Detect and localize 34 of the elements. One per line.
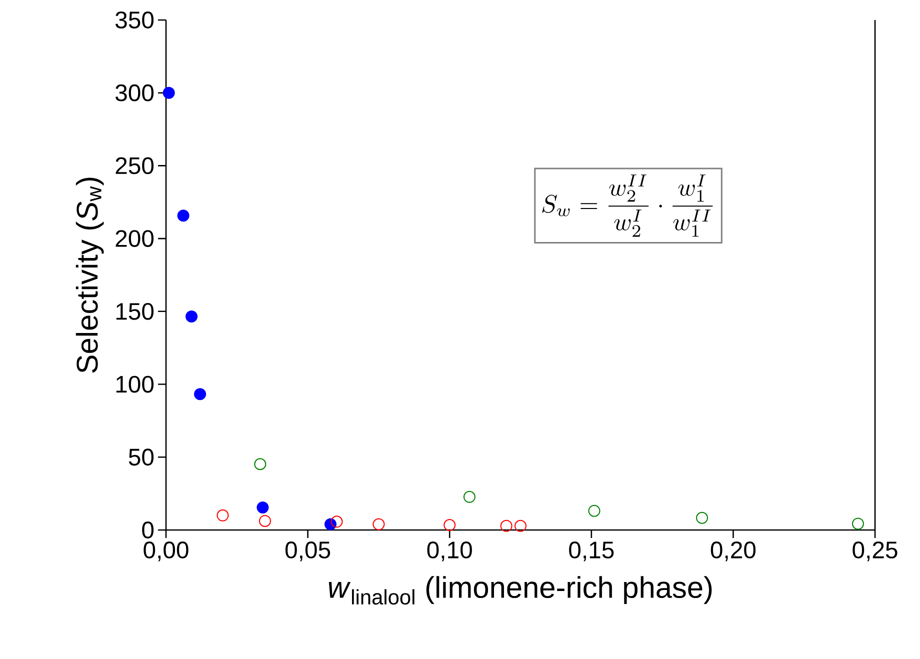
point (500, 520, 512, 532)
point (162, 86, 175, 99)
point (177, 210, 190, 222)
y-tick-label: 300 (116, 84, 154, 102)
y-tick-label: 0 (142, 522, 154, 538)
point (186, 310, 198, 323)
x-tick-label: 0,15 (569, 542, 614, 562)
point (852, 518, 864, 530)
point (588, 504, 600, 517)
x-tick-label: 0,25 (852, 542, 898, 562)
point (256, 502, 269, 514)
point (254, 458, 266, 470)
point (372, 518, 385, 530)
y-tick-label: 200 (116, 230, 154, 248)
x-tick-label: 0,05 (285, 542, 330, 562)
point (463, 490, 476, 503)
y-tick-label: 100 (116, 376, 154, 393)
point (258, 514, 271, 527)
point (444, 519, 456, 532)
x-tick-label: 0,20 (710, 542, 756, 562)
point (696, 512, 708, 524)
x-tick-label: 0,10 (427, 542, 472, 562)
point (514, 520, 527, 532)
x-tick-label: 0,00 (144, 542, 188, 562)
y-axis-title: Selectivity (S$_{w}$) (76, 178, 104, 373)
x-axis-title: w$_{linalool}$ (limonene-rich phase) (328, 576, 712, 605)
point (216, 509, 229, 522)
y-tick-label: 50 (128, 448, 154, 466)
y-tick-label: 350 (116, 12, 154, 28)
point (194, 388, 206, 400)
point (330, 516, 343, 528)
y-tick-label: 250 (116, 157, 154, 174)
annotation: $S_w = \frac{w_2^{II}}{w_2^{I}} \cdot \frac{w_1^{I}}{w_1^{II}}$ (542, 174, 713, 237)
y-tick-label: 150 (116, 302, 154, 320)
